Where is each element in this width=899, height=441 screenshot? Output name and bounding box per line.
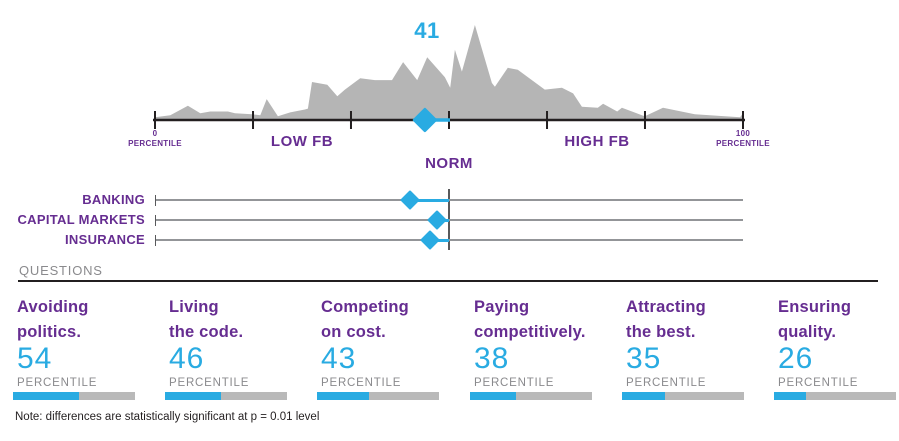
percentile-bar-fill: [165, 392, 222, 400]
question-card: Paying competitively. 38 PERCENTILE: [470, 295, 610, 405]
low-fb-label: LOW FB: [270, 133, 334, 150]
industry-marker-connector: [410, 198, 449, 202]
question-title-line1: Living: [169, 298, 219, 316]
question-title: Living the code.: [169, 295, 305, 345]
question-title-line2: competitively.: [474, 323, 586, 341]
question-title: Attracting the best.: [626, 295, 762, 345]
question-card: Living the code. 46 PERCENTILE: [165, 295, 305, 405]
axis-label-100: 100: [735, 129, 751, 138]
question-title: Avoiding politics.: [17, 295, 153, 345]
percentile-unit-label: PERCENTILE: [321, 377, 402, 389]
industry-row-line: [155, 199, 743, 201]
question-title: Ensuring quality.: [778, 295, 899, 345]
percentile-bar-fill: [13, 392, 79, 400]
section-divider: [18, 280, 878, 282]
question-title-line1: Ensuring: [778, 298, 852, 316]
question-title-line1: Competing: [321, 298, 409, 316]
percentile-bar-fill: [774, 392, 806, 400]
percentile-value: 43: [321, 342, 357, 375]
industry-diamond-marker: [400, 190, 421, 210]
distribution-plot: [153, 25, 745, 133]
percentile-unit-label: PERCENTILE: [17, 377, 98, 389]
question-title-line2: on cost.: [321, 323, 386, 341]
questions-heading: QUESTIONS: [19, 263, 103, 278]
axis-label-percentile-right: PERCENTILE: [716, 138, 770, 148]
axis-label-0: 0: [152, 129, 158, 138]
row-start-tick: [154, 234, 156, 246]
question-title-line2: politics.: [17, 323, 82, 341]
norm-value-label: 41: [414, 18, 440, 43]
axis-label-percentile-left: PERCENTILE: [128, 138, 182, 148]
question-title-line1: Paying: [474, 298, 530, 316]
percentile-unit-label: PERCENTILE: [626, 377, 707, 389]
question-card: Ensuring quality. 26 PERCENTILE: [774, 295, 899, 405]
industry-diamond-marker: [427, 210, 448, 230]
high-fb-label: HIGH FB: [564, 133, 630, 150]
industry-label-banking: BANKING: [82, 192, 145, 207]
percentile-bar: [317, 392, 439, 400]
percentile-value: 54: [17, 342, 53, 375]
industry-row-line: [155, 239, 743, 241]
percentile-bar: [622, 392, 744, 400]
percentile-unit-label: PERCENTILE: [474, 377, 555, 389]
norm-axis-label: NORM: [425, 155, 473, 172]
percentile-value: 26: [778, 342, 814, 375]
industry-row-line: [155, 219, 743, 221]
question-title: Paying competitively.: [474, 295, 610, 345]
norm-diamond-marker: [412, 107, 437, 133]
percentile-bar-fill: [317, 392, 370, 400]
industry-label-capital-markets: CAPITAL MARKETS: [17, 212, 145, 227]
question-title-line1: Avoiding: [17, 298, 89, 316]
question-card: Attracting the best. 35 PERCENTILE: [622, 295, 762, 405]
questions-section: QUESTIONS Avoiding politics. 54 PERCENTILE L…: [0, 256, 899, 416]
percentile-bar: [470, 392, 592, 400]
percentile-bar-fill: [470, 392, 517, 400]
percentile-unit-label: PERCENTILE: [778, 377, 859, 389]
percentile-bar-fill: [622, 392, 665, 400]
distribution-chart: 41 0 PERCENTILE LOW FB NORM HIGH FB 100 …: [0, 0, 899, 178]
question-title-line2: the best.: [626, 323, 696, 341]
percentile-bar: [13, 392, 135, 400]
percentile-unit-label: PERCENTILE: [169, 377, 250, 389]
question-card: Competing on cost. 43 PERCENTILE: [317, 295, 457, 405]
percentile-value: 38: [474, 342, 510, 375]
industry-label-insurance: INSURANCE: [65, 232, 145, 247]
percentile-value: 35: [626, 342, 662, 375]
footnote: Note: differences are statistically sign…: [15, 411, 320, 423]
question-title: Competing on cost.: [321, 295, 457, 345]
question-title-line2: quality.: [778, 323, 837, 341]
axis-label-0-percentile: 0 PERCENTILE: [105, 129, 205, 148]
row-start-tick: [154, 214, 156, 226]
axis-label-100-percentile: 100 PERCENTILE: [693, 129, 793, 148]
industry-norms-chart: BANKING CAPITAL MARKETS INSURANCE: [0, 178, 899, 256]
row-start-tick: [154, 194, 156, 206]
percentile-bar: [165, 392, 287, 400]
question-card: Avoiding politics. 54 PERCENTILE: [13, 295, 153, 405]
industry-diamond-marker: [420, 230, 441, 250]
percentile-bar: [774, 392, 896, 400]
percentile-value: 46: [169, 342, 205, 375]
question-title-line2: the code.: [169, 323, 244, 341]
question-title-line1: Attracting: [626, 298, 706, 316]
distribution-area: [155, 25, 743, 120]
